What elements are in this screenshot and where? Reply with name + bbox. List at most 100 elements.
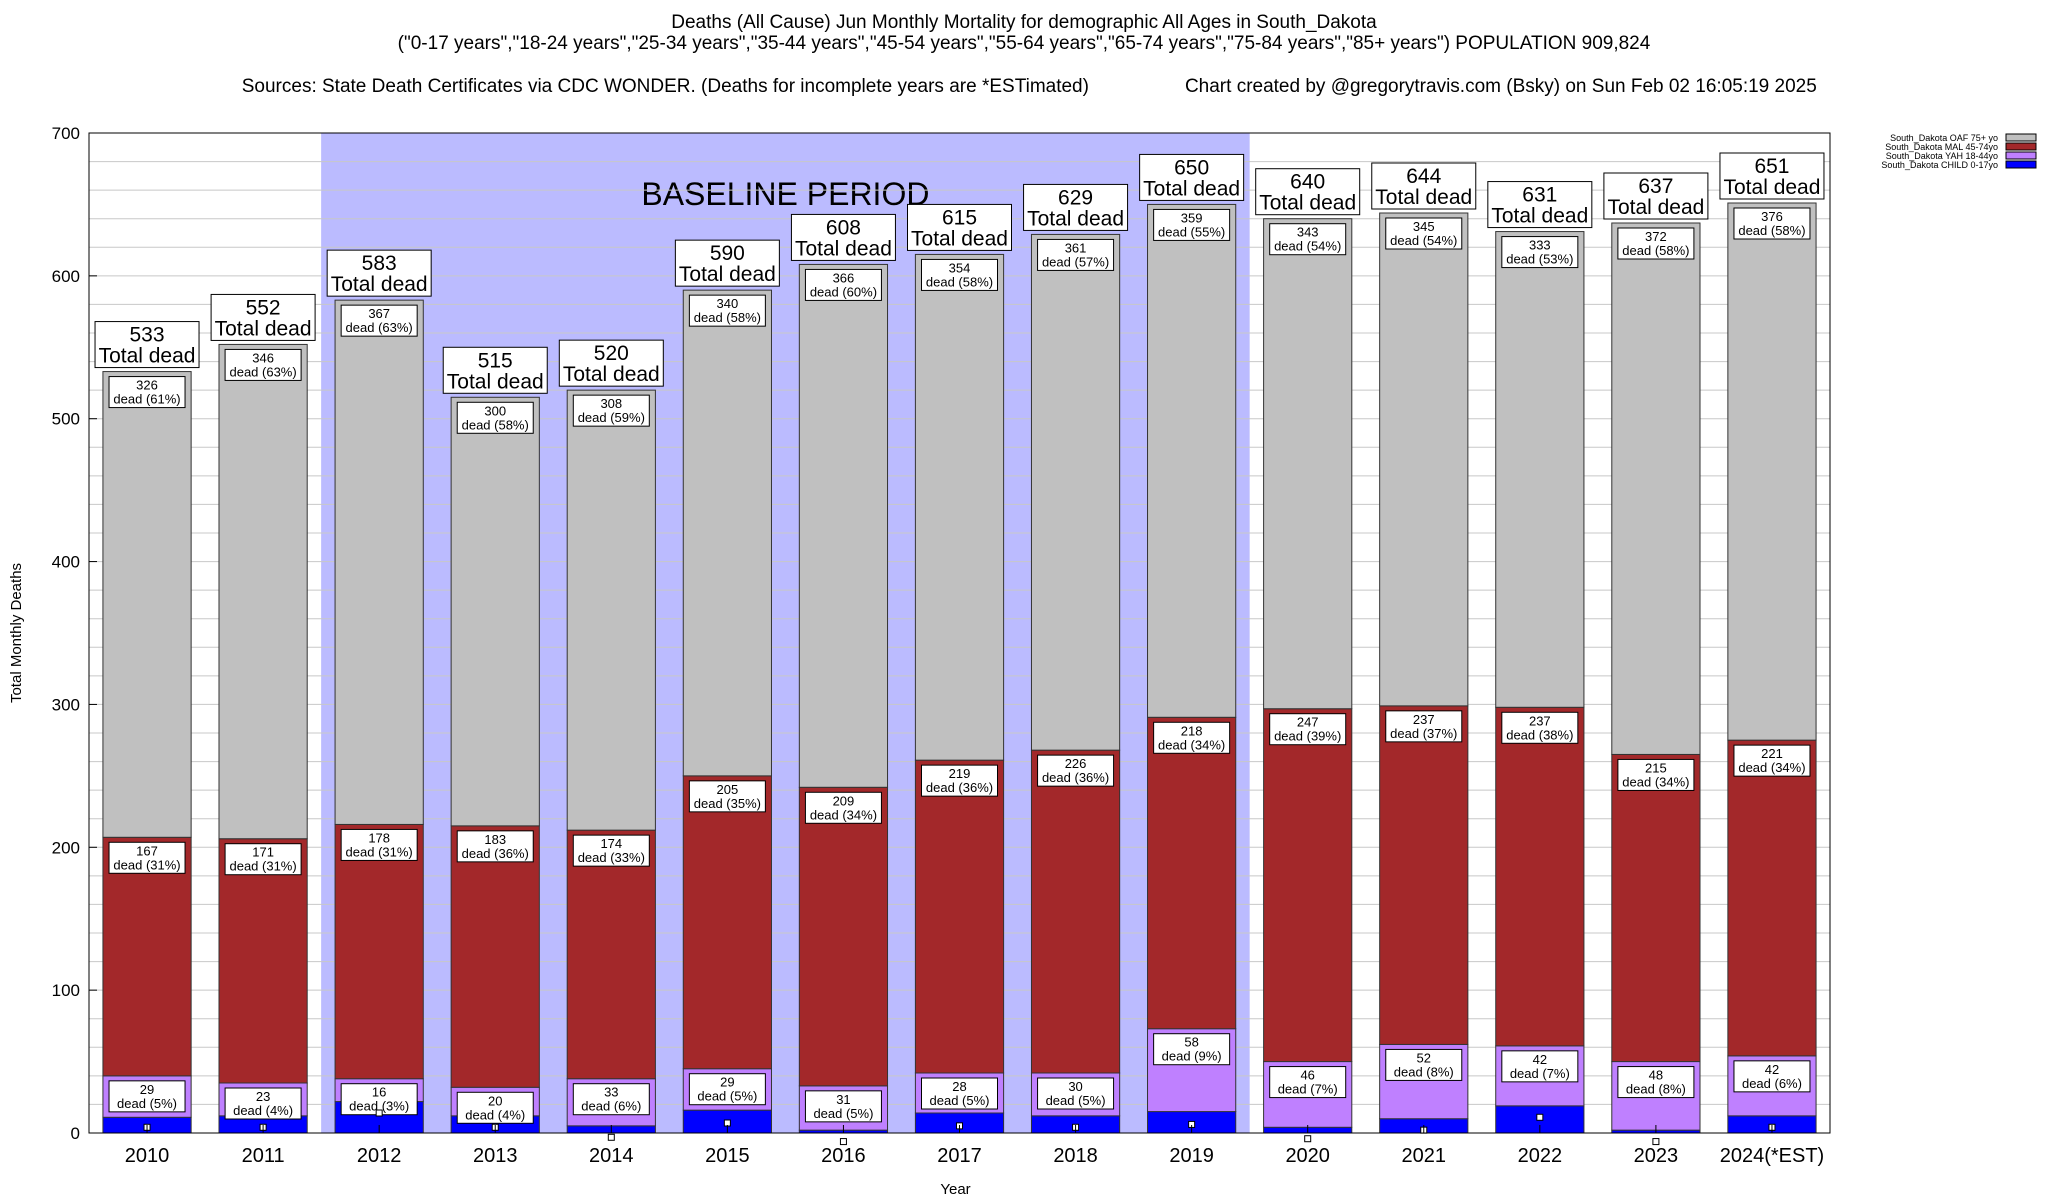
- x-axis: 2010 2011 2012 2013 2014 2015 2016 2017 2018 2019…: [125, 1125, 1824, 1167]
- total-dead-label: Total dead: [1724, 176, 1821, 199]
- segment-pct-value: (36%): [491, 846, 529, 861]
- segment-pct-value: (60%): [839, 284, 877, 299]
- segment-pct-label: dead (63%): [229, 364, 296, 379]
- legend-swatch-oaf: [2005, 133, 2037, 142]
- segment-pct-prefix: dead: [1278, 1082, 1307, 1097]
- segment-pct-label: dead (8%): [1626, 1082, 1686, 1097]
- total-value-label: 629: [1058, 186, 1093, 209]
- total-value-label: 515: [478, 349, 513, 372]
- total-label-box: [1023, 183, 1129, 231]
- segment-pct-label: dead (58%): [1622, 243, 1689, 258]
- total-label-box: [1255, 168, 1361, 216]
- segment-pct-prefix: dead: [1390, 726, 1419, 741]
- bar-oaf: [1263, 218, 1353, 710]
- segment-pct-label: dead (58%): [694, 310, 761, 325]
- segment-value-label: 167: [136, 843, 158, 858]
- segment-label-box: [1501, 236, 1579, 269]
- total-value-label: 533: [130, 324, 165, 347]
- segment-value-label: 226: [1065, 756, 1087, 771]
- segment-pct-value: (34%): [839, 807, 877, 822]
- segment-pct-label: dead (34%): [1158, 737, 1225, 752]
- segment-pct-label: dead (31%): [229, 859, 296, 874]
- x-tick-label: 2019: [1169, 1145, 1214, 1167]
- segment-pct-prefix: dead: [1622, 243, 1651, 258]
- segment-pct-prefix: dead: [926, 780, 955, 795]
- segment-pct-prefix: dead: [1042, 770, 1071, 785]
- segment-value-label: 46: [1300, 1068, 1314, 1083]
- x-tick-label: 2015: [705, 1145, 750, 1167]
- segment-value-label: 215: [1645, 760, 1667, 775]
- segment-value-label: 23: [256, 1089, 270, 1104]
- segment-pct-prefix: dead: [1042, 254, 1071, 269]
- x-axis-label: Year: [940, 1181, 970, 1198]
- segment-label-box: [1617, 227, 1695, 260]
- segment-label-box: [224, 348, 302, 381]
- segment-pct-prefix: dead: [810, 284, 839, 299]
- total-dead-label: Total dead: [1259, 192, 1356, 215]
- segment-value-label: 218: [1181, 723, 1203, 738]
- x-tick-label: 2022: [1518, 1145, 1563, 1167]
- segment-label-box: [108, 376, 186, 409]
- total-dead-label: Total dead: [1143, 177, 1240, 200]
- segment-label-box: [688, 294, 766, 327]
- segment-pct-prefix: dead: [346, 320, 375, 335]
- segment-pct-prefix: dead: [694, 310, 723, 325]
- total-label-box: [907, 203, 1012, 251]
- segment-pct-value: (59%): [607, 410, 645, 425]
- bar-oaf: [450, 396, 540, 827]
- segment-label-box: [224, 1087, 302, 1120]
- segment-pct-prefix: dead: [1390, 233, 1419, 248]
- chart-subtitle: ("0-17 years","18-24 years","25-34 years…: [397, 33, 1651, 54]
- segment-pct-value: (63%): [258, 364, 296, 379]
- segment-pct-label: dead (34%): [1622, 774, 1689, 789]
- segment-label-box: [340, 304, 418, 337]
- segment-label-box: [1269, 223, 1347, 256]
- segment-pct-label: dead (31%): [346, 844, 413, 859]
- total-label-box: [326, 249, 432, 297]
- segment-pct-label: dead (58%): [462, 417, 529, 432]
- y-tick-label: 700: [52, 124, 80, 143]
- x-tick-label: 2023: [1634, 1145, 1679, 1167]
- segment-value-label: 247: [1297, 715, 1319, 730]
- segment-pct-label: dead (33%): [578, 850, 645, 865]
- segment-pct-prefix: dead: [926, 274, 955, 289]
- segment-pct-label: dead (57%): [1042, 254, 1109, 269]
- segment-value-label: 237: [1529, 713, 1551, 728]
- segment-pct-label: dead (53%): [1506, 252, 1573, 267]
- segment-label-box: [1037, 1077, 1115, 1110]
- segment-pct-value: (36%): [955, 780, 993, 795]
- segment-pct-label: dead (5%): [930, 1093, 990, 1108]
- segment-pct-prefix: dead: [1046, 1093, 1075, 1108]
- segment-label-box: [572, 1083, 650, 1116]
- total-label-box: [1603, 172, 1709, 220]
- segment-pct-label: dead (36%): [462, 846, 529, 861]
- bar-mal: [1147, 716, 1237, 1030]
- segment-value-label: 31: [836, 1092, 850, 1107]
- segment-pct-label: dead (5%): [1046, 1093, 1106, 1108]
- bar-oaf: [1611, 222, 1701, 755]
- x-tick-label: 2021: [1402, 1145, 1447, 1167]
- bar-oaf: [1147, 203, 1237, 718]
- segment-pct-prefix: dead: [1394, 1064, 1423, 1079]
- segment-pct-value: (37%): [1419, 726, 1457, 741]
- total-dead-label: Total dead: [215, 317, 312, 340]
- segment-pct-value: (9%): [1191, 1049, 1222, 1064]
- x-tick-label: 2011: [242, 1145, 285, 1167]
- segment-label-box: [804, 268, 882, 301]
- total-value-label: 637: [1638, 175, 1673, 198]
- segment-value-label: 345: [1413, 219, 1435, 234]
- segment-label-box: [921, 1077, 998, 1110]
- total-label-box: [1719, 152, 1825, 200]
- segment-pct-label: dead (58%): [926, 274, 993, 289]
- total-dead-label: Total dead: [1607, 196, 1704, 219]
- segment-value-label: 16: [372, 1085, 386, 1100]
- child-marker: [1536, 1113, 1544, 1121]
- child-marker: [1652, 1138, 1660, 1146]
